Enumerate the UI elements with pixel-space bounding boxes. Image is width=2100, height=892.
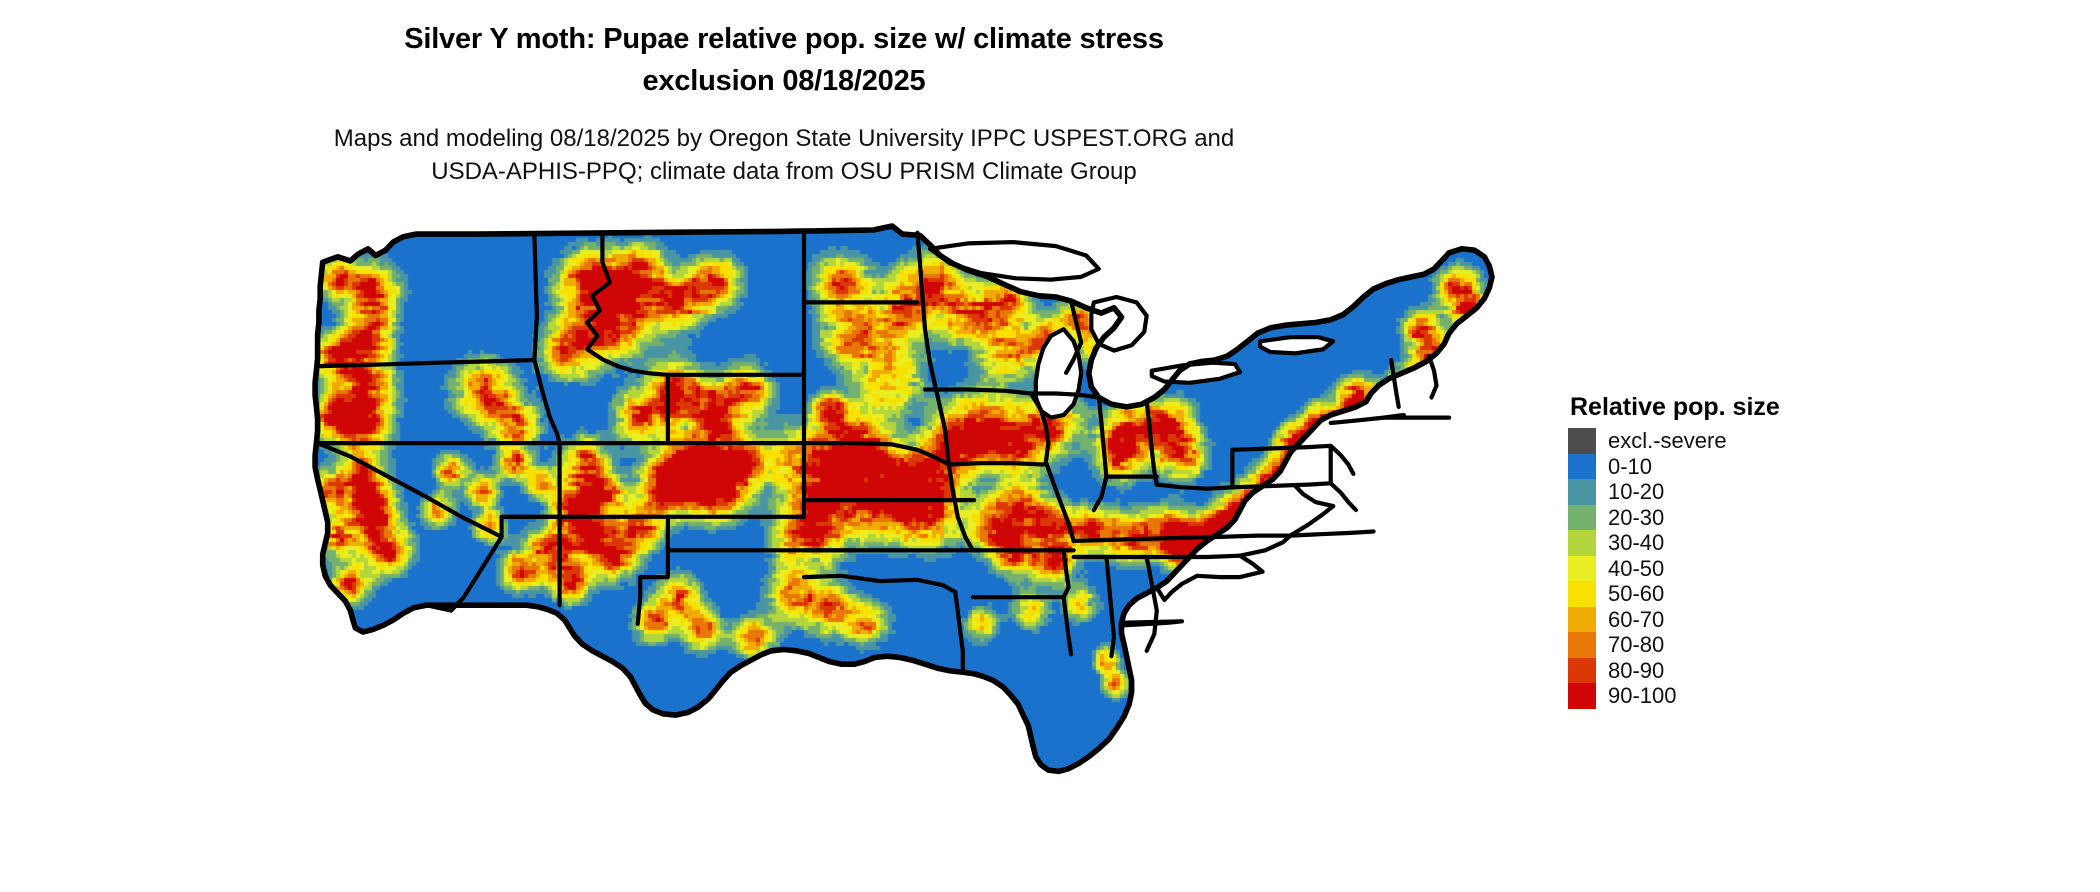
state-boundary-line: [1061, 595, 1074, 657]
state-boundary-line: [315, 441, 504, 539]
legend-label: excl.-severe: [1608, 428, 1727, 454]
legend-label: 80-90: [1608, 657, 1665, 683]
state-boundary-line: [946, 461, 1046, 467]
page-subtitle-line-1: Maps and modeling 08/18/2025 by Oregon S…: [333, 125, 1235, 152]
state-boundary-line: [1071, 553, 1243, 560]
legend-label: 50-60: [1608, 581, 1665, 607]
state-boundary-line: [318, 357, 537, 369]
state-boundary-line: [1389, 357, 1401, 409]
legend-color-swatch: [1568, 453, 1596, 479]
legend-color-swatch: [1568, 632, 1596, 658]
state-boundary-line: [1091, 395, 1109, 513]
state-boundary-line: [1071, 533, 1293, 543]
page-title-line-2: exclusion 08/18/2025: [642, 65, 926, 97]
state-boundary-line: [1237, 533, 1293, 558]
legend-color-swatch: [1568, 530, 1596, 556]
state-boundary-line: [1288, 529, 1376, 538]
state-boundary-line: [1230, 443, 1333, 486]
lake-polygon: [1258, 335, 1336, 356]
lake-polygon: [1149, 360, 1243, 385]
choropleth-map: [300, 222, 1560, 892]
state-boundary-line: [1144, 554, 1159, 653]
map-raster-layer: [300, 222, 1560, 892]
legend-color-swatch: [1568, 581, 1596, 607]
legend-label: 60-70: [1608, 606, 1665, 632]
legend-row: 10-20: [1568, 479, 1868, 505]
state-boundary-line: [1328, 481, 1358, 513]
state-boundary-line: [1154, 482, 1235, 491]
legend-color-swatch: [1568, 504, 1596, 530]
state-boundary-line: [915, 230, 951, 467]
state-boundary-line: [953, 589, 965, 672]
legend-color-swatch: [1568, 657, 1596, 683]
national-outline: [312, 223, 1495, 775]
legend-color-swatch: [1568, 555, 1596, 581]
legend-row: 90-100: [1568, 683, 1868, 709]
legend: Relative pop. size excl.-severe 0-10 10-20…: [1568, 392, 1868, 709]
state-boundary-line: [801, 441, 951, 467]
state-boundary-line: [1104, 554, 1117, 659]
state-boundary-line: [946, 462, 975, 553]
state-boundaries: [315, 230, 1452, 672]
legend-row: 70-80: [1568, 632, 1868, 658]
page-title-line-1: Silver Y moth: Pupae relative pop. size …: [404, 23, 1164, 55]
legend-row: 40-50: [1568, 555, 1868, 581]
state-boundary-line: [1154, 573, 1200, 602]
legend-color-swatch: [1568, 606, 1596, 632]
state-boundary-line: [1230, 481, 1333, 490]
state-boundary-line: [1028, 391, 1101, 400]
state-boundary-line: [1119, 619, 1185, 628]
legend-row: excl.-severe: [1568, 428, 1868, 454]
legend-row: 50-60: [1568, 581, 1868, 607]
state-boundary-line: [499, 441, 562, 539]
legend-color-swatch: [1568, 683, 1596, 709]
legend-row: 0-10: [1568, 453, 1868, 479]
state-boundary-line: [532, 357, 562, 446]
state-boundary-line: [585, 232, 670, 377]
legend-row: 80-90: [1568, 657, 1868, 683]
legend-label: 20-30: [1608, 504, 1665, 530]
state-boundary-line: [1195, 553, 1265, 580]
state-boundary-line: [922, 387, 1033, 396]
lake-polygon: [1033, 327, 1084, 420]
legend-label: 70-80: [1608, 632, 1665, 658]
state-boundary-line: [1043, 459, 1076, 543]
state-boundary-line: [635, 514, 670, 627]
state-boundary-line: [1293, 483, 1336, 509]
state-boundary-line: [1028, 391, 1051, 464]
state-boundary-line: [1064, 299, 1084, 375]
state-boundary-line: [1426, 353, 1439, 400]
legend-row: 60-70: [1568, 606, 1868, 632]
state-boundary-line: [1328, 443, 1356, 476]
state-boundary-line: [1144, 399, 1159, 487]
legend-label: 0-10: [1608, 453, 1653, 479]
legend-entries: excl.-severe 0-10 10-20 20-30 30-40 40-50 50-6…: [1568, 428, 1868, 709]
lake-polygon: [927, 240, 1101, 282]
legend-label: 10-20: [1608, 479, 1665, 505]
legend-color-swatch: [1568, 428, 1596, 454]
legend-label: 40-50: [1608, 555, 1665, 581]
state-boundary-line: [1061, 548, 1071, 600]
page-subtitle: Maps and modeling 08/18/2025 by Oregon S…: [0, 122, 1568, 188]
legend-label: 90-100: [1608, 683, 1677, 709]
page-title: Silver Y moth: Pupae relative pop. size …: [0, 18, 1568, 102]
page-subtitle-line-2: USDA-APHIS-PPQ; climate data from OSU PR…: [431, 158, 1137, 185]
legend-row: 20-30: [1568, 504, 1868, 530]
legend-label: 30-40: [1608, 530, 1665, 556]
legend-color-swatch: [1568, 479, 1596, 505]
legend-title: Relative pop. size: [1570, 393, 1780, 421]
legend-row: 30-40: [1568, 530, 1868, 556]
state-boundary-line: [801, 573, 958, 594]
state-boundary-line: [532, 232, 539, 363]
map-boundary-layer: [312, 223, 1495, 775]
state-boundary-line: [423, 534, 504, 613]
state-boundary-line: [1288, 504, 1336, 538]
